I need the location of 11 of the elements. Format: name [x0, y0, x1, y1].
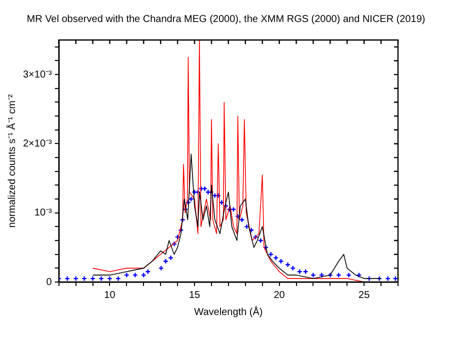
y-tick-label: 3×10⁻³: [22, 69, 53, 80]
x-tick-label: 10: [104, 290, 116, 301]
chart-title: MR Vel observed with the Chandra MEG (2000), the XMM RGS (2000) and NICER (2019): [26, 14, 426, 25]
y-tick-label: 2×10⁻³: [22, 138, 53, 150]
y-tick-label: 10⁻³: [34, 208, 53, 219]
x-tick-label: 15: [188, 290, 201, 301]
y-axis-title: normalized counts s⁻¹ Å⁻¹ cm⁻²: [6, 94, 18, 228]
y-tick-label: 0: [46, 276, 52, 288]
x-axis-title: Wavelength (Å): [194, 306, 263, 318]
x-tick-label: 25: [358, 290, 370, 301]
x-tick-label: 20: [274, 290, 286, 301]
